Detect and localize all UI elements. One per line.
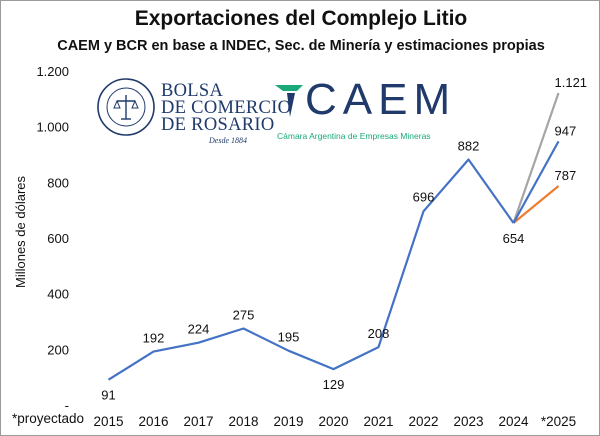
y-tick-label: 1.200 [36, 64, 69, 79]
data-label: 882 [458, 139, 480, 154]
bcr-name-line-3: DE ROSARIO [161, 115, 275, 135]
x-tick-label: 2015 [93, 414, 123, 429]
y-tick-label: 600 [47, 231, 69, 246]
bcr-name: BOLSA DE COMERCIO DE ROSARIO [161, 81, 292, 135]
x-tick-label: 2016 [138, 414, 168, 429]
y-tick-label: 1.000 [36, 120, 69, 135]
caem-full-name: Cámara Argentina de Empresas Mineras [277, 131, 431, 141]
x-tick-label: 2024 [498, 414, 529, 429]
data-label: 654 [503, 231, 525, 246]
bcr-name-line-2: DE COMERCIO [161, 98, 292, 118]
x-tick-label: 2017 [183, 414, 213, 429]
data-label: 129 [323, 377, 345, 392]
y-tick-label: 400 [47, 287, 69, 302]
x-tick-label: 2019 [273, 414, 303, 429]
data-label: 696 [413, 189, 435, 204]
data-label: 224 [188, 322, 210, 337]
series-line-1 [512, 92, 560, 224]
series-line-2 [512, 140, 560, 224]
projection-note: *proyectado [12, 411, 85, 426]
data-label: 192 [143, 331, 165, 346]
caem-name: CAEM [305, 75, 457, 124]
y-tick-label: - [65, 398, 69, 413]
data-label: 91 [101, 388, 115, 403]
x-tick-label: 2022 [408, 414, 438, 429]
y-tick-label: 200 [47, 342, 69, 357]
data-label: 275 [233, 307, 255, 322]
chart-subtitle: CAEM y BCR en base a INDEC, Sec. de Mine… [57, 38, 545, 54]
projection-label: 947 [555, 123, 577, 138]
x-tick-label: 2021 [363, 414, 393, 429]
y-axis-label: Millones de dólares [13, 176, 28, 289]
x-tick-label: *2025 [541, 414, 576, 429]
projection-label: 787 [555, 168, 577, 183]
data-label: 208 [368, 326, 390, 341]
x-tick-label: 2018 [228, 414, 258, 429]
series-line-0 [107, 158, 515, 381]
x-tick-label: 2020 [318, 414, 348, 429]
y-tick-label: 800 [47, 175, 69, 190]
bcr-seal-logo [97, 78, 155, 136]
projection-label: 1.121 [555, 75, 588, 90]
chart-title: Exportaciones del Complejo Litio [134, 7, 468, 30]
caem-logo-mark [275, 85, 303, 117]
series-line-3 [512, 185, 560, 224]
bcr-name-line-1: BOLSA [161, 81, 224, 101]
x-tick-label: 2023 [453, 414, 483, 429]
data-label: 195 [278, 330, 300, 345]
bcr-since: Desde 1884 [209, 136, 247, 145]
